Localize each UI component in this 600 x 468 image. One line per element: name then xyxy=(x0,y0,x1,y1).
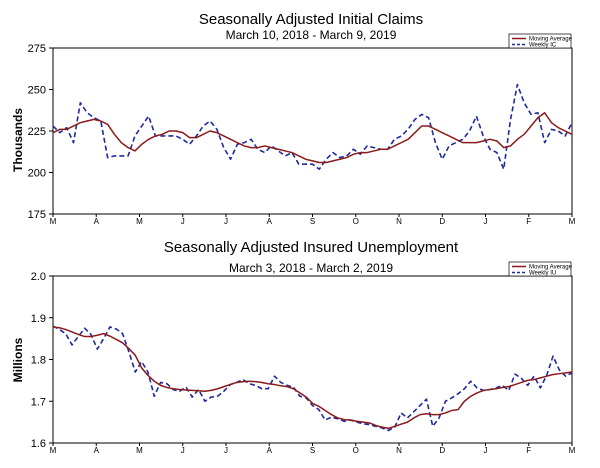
chart-2-xtick-label: N xyxy=(396,446,402,455)
chart-2-xtick-label: A xyxy=(267,446,273,455)
chart-1-ytick-label: 275 xyxy=(28,43,46,55)
chart-1-xtick-label: D xyxy=(439,217,445,226)
chart-1-xtick-label: A xyxy=(267,217,273,226)
chart-1-xtick-label: M xyxy=(136,217,143,226)
chart-2-title: Seasonally Adjusted Insured Unemployment xyxy=(164,239,459,256)
chart-1-ytick-label: 250 xyxy=(28,85,46,97)
chart-2-legend: Moving Average Weekly IU xyxy=(508,261,573,277)
chart-2-xtick-label: A xyxy=(94,446,100,455)
chart-2-ylabel: Millions xyxy=(11,337,25,382)
chart-2-ytick-label: 1.6 xyxy=(31,438,46,450)
chart-1-legend-label-weekly: Weekly IC xyxy=(529,43,557,49)
chart-1-xtick-label: J xyxy=(181,217,185,226)
chart-2-series-weekly-line xyxy=(52,325,573,432)
chart-1-xtick-label: F xyxy=(526,217,531,226)
chart-2-legend-label-weekly: Weekly IU xyxy=(529,271,556,277)
chart-1-xtick-label: N xyxy=(396,217,402,226)
chart-1-series-weekly-line xyxy=(52,83,573,170)
chart-1-xtick-label: J xyxy=(224,217,228,226)
chart-1-series-moving-average-line xyxy=(52,111,573,164)
chart-1-xtick-label: S xyxy=(310,217,315,226)
chart-1-ytick-label: 200 xyxy=(28,168,46,180)
chart-2-subtitle: March 3, 2018 - March 2, 2019 xyxy=(229,261,393,275)
chart-1-ytick-label: 225 xyxy=(28,126,46,138)
chart-2-xtick-label: F xyxy=(526,446,531,455)
chart-1-subtitle: March 10, 2018 - March 9, 2019 xyxy=(226,28,397,42)
chart-1-legend: Moving Average Weekly IC xyxy=(508,33,573,49)
chart-2-xtick-label: J xyxy=(181,446,185,455)
chart-2-xtick-label: D xyxy=(439,446,445,455)
chart-2-ytick-label: 1.7 xyxy=(31,396,46,408)
chart-2-xtick-label: M xyxy=(136,446,143,455)
chart-2-ytick-label: 1.9 xyxy=(31,313,46,325)
chart-1: Seasonally Adjusted Initial Claims March… xyxy=(11,11,576,226)
chart-1-ytick-label: 175 xyxy=(28,209,46,221)
chart-1-xtick-label: J xyxy=(484,217,488,226)
chart-1-plot-frame xyxy=(52,47,573,215)
chart-2-xtick-label: S xyxy=(310,446,315,455)
chart-2-xtick-label: M xyxy=(569,446,576,455)
chart-2: Seasonally Adjusted Insured Unemployment… xyxy=(11,239,576,455)
chart-2-xtick-label: J xyxy=(224,446,228,455)
chart-1-xtick-label: O xyxy=(353,217,359,226)
chart-2-legend-label-ma: Moving Average xyxy=(529,265,573,271)
chart-2-ytick-label: 1.8 xyxy=(31,355,46,367)
chart-1-title: Seasonally Adjusted Initial Claims xyxy=(199,11,423,28)
chart-2-ytick-label: 2.0 xyxy=(31,271,46,283)
chart-1-xtick-label: M xyxy=(50,217,57,226)
chart-2-series-moving-average-line xyxy=(52,326,573,430)
chart-2-xtick-label: M xyxy=(50,446,57,455)
chart-1-legend-label-ma: Moving Average xyxy=(529,37,573,43)
chart-1-xtick-label: A xyxy=(94,217,100,226)
chart-2-xtick-label: O xyxy=(353,446,359,455)
chart-1-ylabel: Thousands xyxy=(11,108,25,172)
chart-1-xtick-label: M xyxy=(569,217,576,226)
chart-2-xtick-label: J xyxy=(484,446,488,455)
